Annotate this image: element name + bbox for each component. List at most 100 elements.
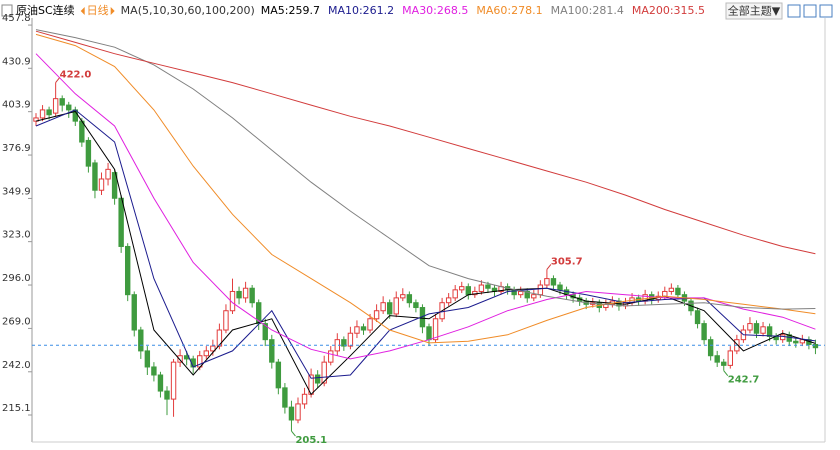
candle-body [426,326,432,341]
candle-body [432,318,439,341]
candle-body [518,290,524,296]
y-tick-label: 242.0 [2,360,31,371]
icon-button[interactable] [787,4,801,18]
candle-body [236,290,242,299]
candle-body [753,323,760,334]
candle-body [347,332,354,347]
candle-body [46,109,52,116]
candle-body [413,302,419,309]
candle-body [269,339,275,363]
y-tick-label: 215.1 [2,403,31,414]
candle-body [125,245,131,296]
candle-body [301,393,308,405]
candle-body [341,339,347,347]
annotation: 422.0 [60,70,92,81]
ma-line [35,30,816,255]
y-tick-label: 457.8 [2,13,31,24]
candle-body [288,406,295,421]
legend-entry: MA10:261.2 [328,4,394,17]
candle-body [793,340,799,344]
candle-body [485,284,491,289]
legend-entry: MA200:315.5 [632,4,705,17]
candle-body [111,172,118,199]
candle-body [321,361,327,384]
candle-body [151,366,157,376]
period-arrow [80,7,85,15]
legend-entry: MA60:278.1 [476,4,542,17]
candle-body [727,350,733,366]
candle-body [157,374,164,392]
candle-body [747,323,753,331]
candle-body [354,326,360,334]
candle-body [707,339,714,357]
candle-body [52,98,59,114]
annotation: 305.7 [551,256,583,267]
candle-body [177,355,183,363]
candle-body [203,350,210,357]
candle-body [445,297,452,304]
header: 原油SC连续 日线 MA(5,10,30,60,100,200) MA5:259.7… [1,3,705,17]
period-arrow [110,7,115,15]
candle-body [393,297,399,315]
candle-body [373,310,380,320]
candle-body [249,287,255,304]
ma-line [35,29,816,310]
y-tick-label: 430.9 [2,56,31,67]
indicator: MA(5,10,30,60,100,200) [121,4,255,17]
candle-body [780,334,786,341]
candle-body [164,390,170,400]
candle-body [98,178,105,191]
icon-button[interactable] [819,4,833,18]
candle-body [242,287,249,299]
candle-body [282,387,288,408]
legend-entry: MA100:281.4 [551,4,624,17]
candle-body [524,290,530,299]
candle-body [210,345,216,352]
candle-body [701,323,707,341]
annotation: 205.1 [295,435,327,446]
candle-body [33,117,39,122]
candle-body [118,197,124,247]
candle-body [400,294,406,299]
candle-body [360,326,367,331]
candle-body [760,326,766,334]
candle-body [537,284,544,296]
candle-body [223,310,229,331]
candle-body [39,109,46,119]
candle-body [387,302,393,315]
candle-body [314,374,321,384]
y-tick-label: 323.0 [2,230,31,241]
chart-title: 原油SC连续 [16,3,75,17]
candle-body [66,104,72,111]
period: 日线 [87,3,109,17]
candle-body [550,278,557,286]
candle-body [459,286,465,291]
candle-body [367,318,373,331]
annotation: 242.7 [728,375,760,386]
candle-body [216,329,223,347]
candle-body [144,350,151,368]
y-tick-label: 296.0 [2,273,31,284]
candle-body [675,287,681,296]
candle-body [721,361,727,366]
candle-body [170,361,177,400]
candle-body [531,294,537,299]
icon-button[interactable] [803,4,817,18]
theme-button[interactable] [725,2,783,20]
candle-body [714,355,720,363]
candle-body [295,403,301,421]
y-tick-label: 403.9 [2,100,31,111]
theme-button-label[interactable]: 全部主题▼ [728,4,781,18]
candle-body [380,302,386,312]
annotation-pointer [55,77,61,83]
candle-body [465,286,472,296]
ma-line [35,33,816,344]
candle-body [262,323,268,341]
chart-icon [1,4,13,17]
candle-body [275,361,282,389]
legend-entry: MA5:259.7 [261,4,320,17]
candle-body [131,294,137,331]
